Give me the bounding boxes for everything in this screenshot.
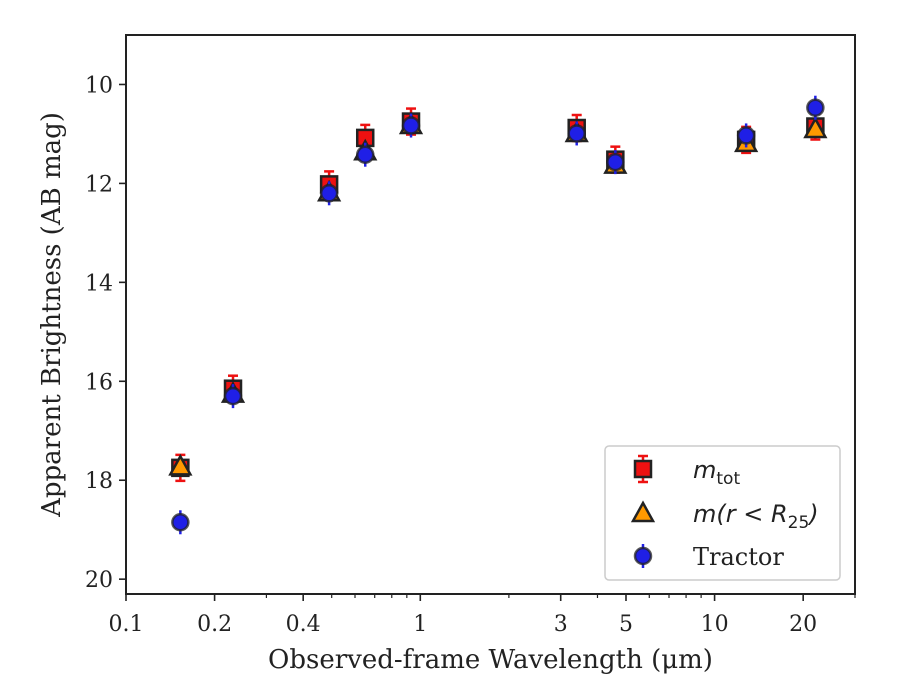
series-triangle <box>168 112 828 476</box>
data-point-triangle <box>803 116 828 139</box>
legend-label: Tractor <box>693 543 784 571</box>
x-tick-label: 5 <box>619 612 633 637</box>
y-axis-title: Apparent Brightness (AB mag) <box>37 112 67 518</box>
x-tick-label: 3 <box>554 612 568 637</box>
data-point-circle <box>806 95 825 120</box>
legend-box <box>604 445 841 581</box>
legend-marker-square <box>633 454 653 484</box>
y-axis: 10 12 14 16 18 20 <box>85 73 126 593</box>
data-point-circle <box>223 384 243 409</box>
x-tick-label: 1 <box>413 612 427 637</box>
plot-layer <box>168 95 828 535</box>
data-point-circle <box>355 142 375 167</box>
x-axis-title: Observed-frame Wavelength (μm) <box>268 645 713 675</box>
data-point-circle <box>606 150 625 175</box>
y-tick-label: 16 <box>85 370 113 395</box>
x-tick-label: 20 <box>789 612 817 637</box>
legend-items: mtot m(r < R25) Tractor <box>630 454 819 571</box>
x-tick-label: 0.4 <box>286 612 321 637</box>
data-point-circle <box>171 510 190 535</box>
y-tick-label: 12 <box>85 172 113 197</box>
x-axis: 0.1 0.2 0.4 1 3 5 10 20 <box>109 594 856 637</box>
legend: mtot m(r < R25) Tractor <box>604 445 841 581</box>
plot-frame <box>125 34 856 595</box>
data-point-circle <box>567 121 586 146</box>
legend-marker-triangle <box>630 500 656 523</box>
legend-label: m(r < R25) <box>693 500 819 533</box>
x-tick-label: 0.2 <box>197 612 232 637</box>
data-point-circle <box>319 181 339 206</box>
x-tick-label: 0.1 <box>109 612 144 637</box>
y-tick-label: 18 <box>85 469 113 494</box>
legend-marker-circle <box>633 544 653 568</box>
data-point-triangle <box>168 453 193 476</box>
data-point-circle <box>736 123 756 148</box>
y-tick-label: 14 <box>85 271 113 296</box>
series-square <box>171 107 825 483</box>
data-point-circle <box>401 113 421 138</box>
y-tick-label: 10 <box>85 73 113 98</box>
legend-label: mtot <box>693 456 740 489</box>
series-circle <box>171 95 825 535</box>
x-tick-label: 10 <box>701 612 729 637</box>
y-tick-label: 20 <box>85 568 113 593</box>
